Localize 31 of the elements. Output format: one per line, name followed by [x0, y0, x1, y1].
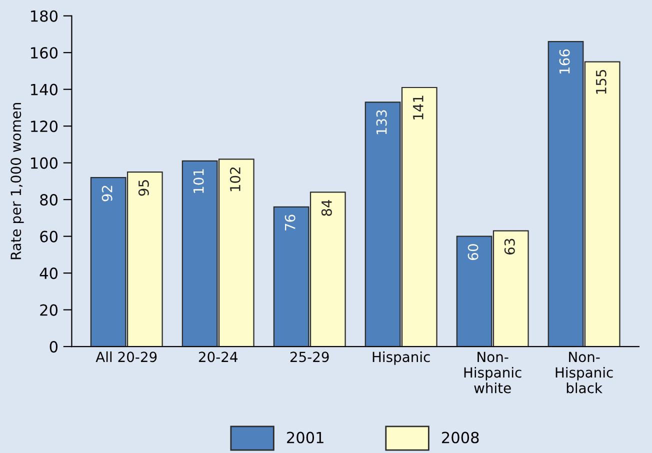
data-label: 84: [321, 200, 332, 216]
y-tick-label: 140: [31, 84, 58, 96]
data-label: 133: [376, 110, 387, 134]
y-tick-label: 40: [40, 268, 58, 280]
x-tick-label: Non- Hispanic white: [464, 352, 522, 394]
y-tick-label: 60: [40, 230, 58, 242]
data-label: 95: [138, 180, 149, 196]
y-tick-label: 20: [40, 304, 58, 316]
data-label: 101: [193, 169, 204, 193]
x-tick-label: 20-24: [198, 352, 238, 362]
data-label: 102: [230, 167, 240, 192]
x-tick-label: 25-29: [290, 352, 329, 362]
y-tick-label: 100: [31, 157, 58, 169]
y-tick-label: 80: [40, 194, 58, 206]
data-label: 155: [596, 70, 606, 94]
y-tick-label: 160: [31, 47, 58, 59]
data-label: 92: [102, 186, 112, 202]
data-label: 141: [413, 96, 424, 120]
y-tick-label: 120: [31, 120, 58, 132]
data-label: 60: [468, 244, 478, 260]
x-tick-label: Hispanic: [372, 351, 430, 365]
legend-label: 2008: [442, 432, 479, 444]
data-label: 166: [559, 49, 570, 74]
data-label: 63: [504, 238, 515, 254]
legend-label: 2001: [287, 432, 324, 444]
y-axis-title: Rate per 1,000 women: [10, 103, 24, 260]
data-label: 76: [284, 214, 296, 230]
y-tick-label: 180: [31, 10, 58, 22]
x-tick-label: All 20-29: [96, 351, 157, 362]
x-tick-label: Non- Hispanic black: [556, 352, 613, 394]
y-tick-label: 0: [50, 341, 58, 353]
